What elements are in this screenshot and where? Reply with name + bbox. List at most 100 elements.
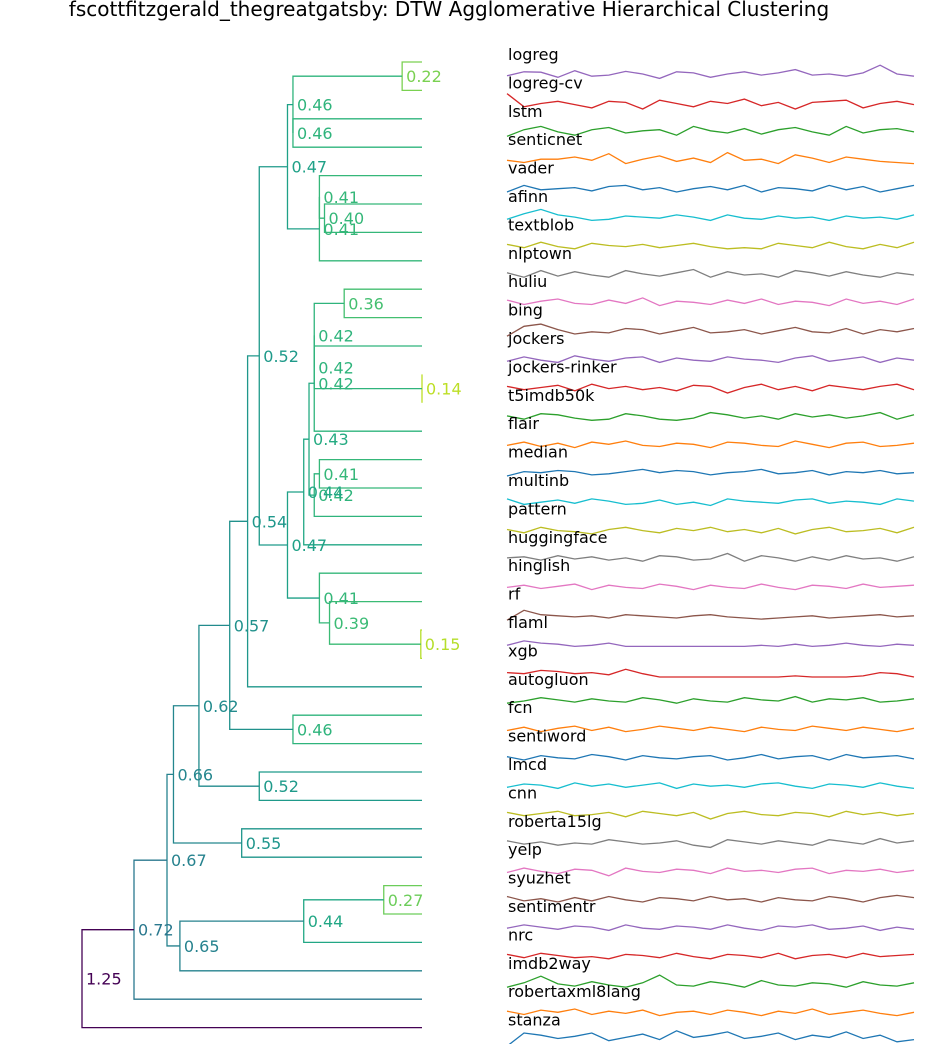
- dendrogram-link-c33: [81, 929, 422, 1029]
- dendrogram-link-c19: [286, 491, 320, 599]
- leaf-label-bing: bing: [508, 301, 543, 320]
- leaf-label-logreg-cv: logreg-cv: [508, 73, 583, 92]
- leaf-label-fcn: fcn: [508, 698, 533, 717]
- leaf-label-flaml: flaml: [508, 613, 548, 632]
- merge-height-label: 0.65: [184, 937, 220, 956]
- chart-title: fscottfitzgerald_thegreatgatsby: DTW Agg…: [69, 0, 829, 21]
- merge-height-label: 0.42: [318, 374, 354, 393]
- merge-height-label: 0.57: [234, 616, 270, 635]
- leaf-label-hinglish: hinglish: [508, 556, 570, 575]
- leaf-series-flaml: [506, 640, 915, 648]
- leaf-series-median: [506, 468, 915, 477]
- leaf-label-t5imdb50k: t5imdb50k: [508, 386, 595, 405]
- merge-height-label: 0.52: [263, 777, 299, 796]
- leaf-series-lstm: [506, 125, 915, 137]
- leaf-label-lmcd: lmcd: [508, 755, 547, 774]
- merge-height-label: 0.47: [291, 536, 327, 555]
- dendrogram-link-c28: [383, 884, 422, 915]
- merge-height-label: 0.55: [246, 834, 282, 853]
- leaf-label-vader: vader: [508, 159, 554, 178]
- leaf-label-huliu: huliu: [508, 272, 547, 291]
- leaf-series-jockers: [506, 355, 915, 364]
- merge-height-label: 0.42: [318, 358, 354, 377]
- leaf-label-autogluon: autogluon: [508, 670, 589, 689]
- leaf-series-lmcd: [506, 782, 915, 790]
- leaf-series-t5imdb50k: [506, 411, 915, 421]
- merge-height-label: 0.54: [252, 512, 288, 531]
- leaf-label-xgb: xgb: [508, 641, 538, 660]
- leaf-label-imdb2way: imdb2way: [508, 954, 591, 973]
- merge-height-label: 0.41: [323, 465, 359, 484]
- leaf-series-vader: [506, 184, 915, 193]
- leaf-series-imdb2way: [506, 974, 915, 988]
- dendrogram-link-c14: [308, 382, 315, 496]
- leaf-label-senticnet: senticnet: [508, 130, 582, 149]
- leaf-label-jockers: jockers: [507, 329, 564, 348]
- merge-height-label: 0.44: [308, 912, 344, 931]
- leaf-series-flair: [506, 440, 915, 449]
- dendrogram-link-c11: [313, 335, 422, 432]
- leaf-series-fcn: [506, 725, 915, 733]
- leaf-label-roberta15lg: roberta15lg: [508, 812, 602, 831]
- merge-height-label: 0.36: [348, 294, 384, 313]
- merge-height-label: 0.22: [406, 67, 442, 86]
- dendrogram-link-c32: [133, 859, 422, 1000]
- dendrogram-link-c17: [328, 600, 422, 645]
- dendrogram-link-c30: [179, 920, 422, 972]
- merge-height-label: 0.66: [177, 765, 213, 784]
- leaf-label-flair: flair: [508, 414, 539, 433]
- leaf-series-huliu: [506, 297, 915, 307]
- merge-height-label: 0.47: [291, 158, 327, 177]
- leaf-series-xgb: [506, 668, 915, 678]
- dendrogram-link-c6: [286, 103, 320, 230]
- merge-height-label: 0.41: [323, 220, 359, 239]
- leaf-label-logreg: logreg: [508, 45, 559, 64]
- leaf-series-multinb: [506, 498, 915, 507]
- leaf-label-nlptown: nlptown: [508, 244, 572, 263]
- leaf-series-sentimentr: [506, 924, 915, 932]
- merge-height-label: 0.52: [263, 347, 299, 366]
- merge-height-label: 0.46: [297, 720, 333, 739]
- leaf-series-cnn: [506, 810, 915, 820]
- merge-height-label: 0.67: [171, 851, 207, 870]
- merge-height-label: 0.15: [425, 635, 461, 654]
- dendrogram-link-c5: [318, 196, 422, 262]
- leaf-label-cnn: cnn: [508, 783, 537, 802]
- dendrogram-link-c3: [323, 203, 422, 234]
- dendrogram-link-c15: [303, 438, 422, 546]
- leaf-series-robertaxml8lang: [506, 1008, 915, 1017]
- leaf-series-roberta15lg: [506, 837, 915, 849]
- leaf-series-logreg-cv: [506, 93, 915, 110]
- dendrogram-link-c26: [241, 828, 422, 858]
- leaf-series-logreg: [506, 64, 915, 80]
- leaf-label-nrc: nrc: [508, 925, 533, 944]
- leaf-series-yelp: [506, 867, 915, 877]
- dendrogram-link-c16: [420, 629, 422, 660]
- leaf-label-sentimentr: sentimentr: [508, 897, 596, 916]
- leaf-label-multinb: multinb: [508, 471, 569, 490]
- leaf-label-yelp: yelp: [508, 840, 542, 859]
- merge-height-label: 0.44: [308, 483, 344, 502]
- leaf-series-syuzhet: [506, 894, 915, 903]
- dendrogram-link-c12: [318, 458, 422, 489]
- merge-height-label: 1.25: [86, 970, 122, 989]
- merge-height-label: 0.27: [388, 891, 424, 910]
- leaf-series-bing: [506, 323, 915, 337]
- leaf-label-rf: rf: [508, 585, 521, 604]
- merge-height-label: 0.14: [426, 380, 462, 399]
- merge-height-label: 0.46: [297, 96, 333, 115]
- merge-height-label: 0.62: [203, 697, 239, 716]
- leaf-series-panel: logreg logreg-cv lstm senticnet vader afinn te…: [506, 45, 915, 1044]
- leaf-series-stanza: [508, 1030, 915, 1044]
- leaf-series-hinglish: [506, 583, 915, 591]
- dendrogram-tree: 0.220.460.460.400.410.410.470.360.140.42…: [81, 61, 462, 1029]
- merge-height-label: 0.41: [323, 188, 359, 207]
- merge-height-label: 0.43: [313, 430, 349, 449]
- leaf-series-sentiword: [506, 753, 915, 761]
- merge-height-label: 0.41: [323, 589, 359, 608]
- merge-height-label: 0.42: [318, 326, 354, 345]
- leaf-label-afinn: afinn: [508, 187, 548, 206]
- leaf-series-rf: [506, 609, 915, 621]
- leaf-series-textblob: [506, 241, 915, 250]
